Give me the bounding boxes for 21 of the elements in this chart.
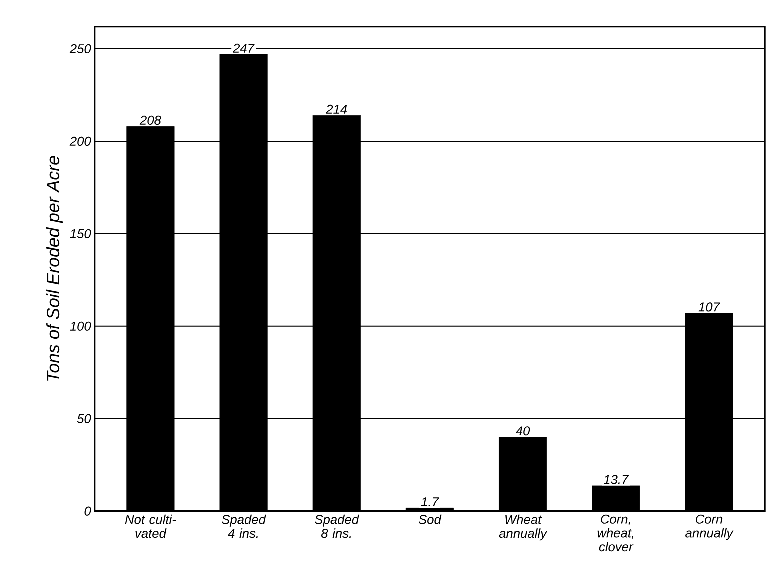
x-tick-label: Sod [418, 514, 442, 524]
y-tick-label: 150 [70, 229, 92, 239]
data-label: 208 [140, 116, 162, 126]
y-tick-label: 100 [70, 322, 92, 331]
data-label: 107 [698, 302, 720, 312]
x-tick-label: Wheat annually [499, 514, 548, 541]
x-tick-label: Not culti- vated [125, 514, 176, 538]
data-label: 13.7 [604, 475, 630, 484]
x-tick-label: Spaded 8 ins. [315, 514, 360, 538]
x-tick-label: Spaded 4 ins. [222, 514, 266, 538]
y-tick-label: 200 [70, 136, 92, 146]
data-label: 247 [232, 44, 255, 53]
data-label: 40 [516, 426, 530, 436]
y-tick-label: 250 [70, 44, 92, 54]
y-tick-label: 50 [77, 414, 92, 424]
data-label: 1.7 [421, 498, 440, 507]
y-tick-label: 0 [84, 506, 92, 516]
data-label: 214 [326, 104, 348, 114]
y-axis-title: Tons of Soil Eroded per Acre [46, 156, 64, 382]
x-tick-label: Corn annually [686, 514, 734, 540]
x-tick-label: Corn, wheat, clover [598, 514, 634, 552]
